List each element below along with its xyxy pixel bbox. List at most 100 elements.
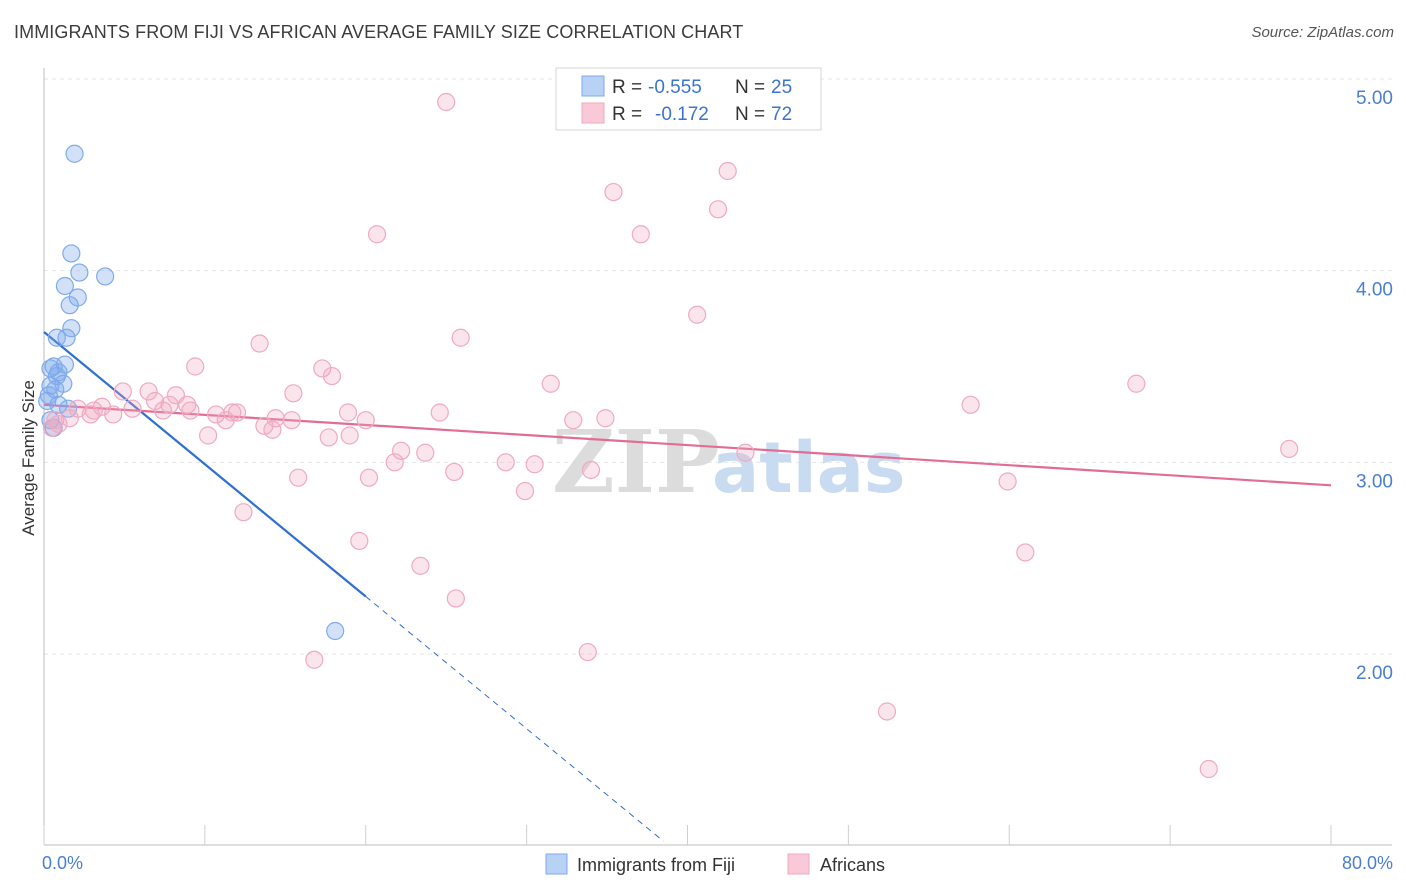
point-africans-63	[350, 531, 369, 551]
y-tick-label-3: 5.00	[1356, 88, 1393, 109]
point-africans-12	[541, 374, 560, 393]
bottom-legend-label-africans: Africans	[820, 855, 885, 875]
trend-line-africans	[43, 403, 1332, 487]
point-fiji-10	[44, 357, 63, 376]
legend-swatch-africans	[581, 102, 605, 124]
point-africans-62	[234, 503, 253, 522]
point-africans-55	[581, 460, 601, 480]
point-fiji-6	[60, 296, 79, 315]
point-fiji-23	[326, 621, 345, 641]
trend-line-fiji-extension	[365, 596, 664, 842]
point-africans-1	[604, 182, 623, 202]
point-africans-68	[305, 650, 324, 669]
correlation-legend: R = -0.555 N = 25 R = -0.172 N = 72	[555, 67, 822, 131]
legend-r-label-africans: R =	[612, 104, 642, 125]
point-africans-56	[289, 468, 308, 487]
legend-n-label-fiji: N =	[735, 77, 765, 98]
point-africans-44	[319, 428, 338, 447]
point-fiji-4	[55, 276, 75, 296]
point-africans-8	[451, 328, 470, 347]
point-africans-42	[263, 420, 282, 439]
point-africans-38	[356, 411, 375, 430]
point-africans-24	[153, 401, 173, 420]
point-africans-67	[578, 642, 597, 662]
point-africans-52	[496, 453, 515, 472]
point-africans-50	[416, 443, 435, 462]
point-africans-14	[113, 382, 132, 401]
point-africans-25	[181, 401, 200, 420]
point-africans-71	[84, 401, 103, 420]
legend-n-value-fiji: 25	[771, 77, 792, 98]
chart-title: IMMIGRANTS FROM FIJI VS AFRICAN AVERAGE …	[14, 22, 744, 42]
bottom-legend-swatch-africans	[787, 853, 810, 875]
y-tick-label-1: 3.00	[1356, 471, 1393, 492]
point-africans-65	[1016, 543, 1035, 562]
point-africans-0	[437, 92, 456, 112]
x-tick-label-1: 80.0%	[1342, 853, 1393, 873]
point-africans-49	[392, 441, 411, 460]
source-credit: Source: ZipAtlas.com	[1251, 24, 1394, 41]
point-africans-58	[736, 443, 755, 462]
point-africans-48	[49, 414, 68, 434]
watermark-atlas: atlas	[712, 427, 906, 509]
grid-lines	[44, 78, 1392, 655]
legend-r-value-africans: -0.172	[655, 104, 709, 125]
y-tick-label-0: 2.00	[1356, 663, 1393, 684]
watermark-zip: ZIP	[552, 412, 720, 513]
point-africans-69	[877, 702, 897, 721]
point-africans-29	[338, 403, 358, 422]
point-africans-7	[250, 334, 269, 353]
point-africans-5	[367, 225, 387, 244]
legend-r-value-fiji: -0.555	[648, 77, 702, 98]
bottom-legend-label-fiji: Immigrants from Fiji	[577, 855, 735, 875]
point-africans-4	[631, 225, 650, 244]
legend-swatch-fiji	[581, 75, 605, 97]
point-africans-36	[216, 411, 235, 430]
point-africans-15	[139, 382, 158, 401]
point-africans-61	[515, 481, 535, 501]
point-fiji-7	[62, 319, 81, 338]
point-fiji-0	[65, 144, 84, 163]
point-africans-66	[446, 589, 465, 608]
point-africans-64	[411, 556, 430, 575]
point-africans-45	[340, 426, 359, 445]
y-axis-label: Average Family Size	[19, 380, 38, 536]
y-tick-label-2: 4.00	[1356, 280, 1393, 301]
series-legend: Immigrants from Fiji Africans	[545, 853, 885, 875]
point-africans-23	[178, 395, 197, 414]
point-africans-53	[525, 455, 544, 474]
point-africans-16	[284, 384, 303, 403]
point-africans-6	[688, 305, 707, 324]
bottom-legend-swatch-fiji	[545, 853, 568, 875]
trend-lines	[43, 331, 1332, 842]
point-africans-40	[596, 409, 615, 428]
point-fiji-2	[70, 263, 89, 282]
point-fiji-8	[57, 328, 76, 347]
point-africans-39	[564, 411, 583, 430]
axes	[43, 68, 1392, 846]
legend-n-label-africans: N =	[735, 104, 765, 125]
point-fiji-1	[62, 244, 81, 263]
point-africans-9	[186, 357, 205, 376]
point-africans-2	[718, 161, 737, 181]
tick-labels: 2.00 3.00 4.00 5.00 0.0% 80.0%	[42, 88, 1393, 873]
point-africans-34	[60, 409, 79, 428]
point-africans-51	[385, 453, 404, 472]
point-africans-3	[708, 200, 728, 219]
point-africans-57	[359, 468, 379, 487]
point-africans-33	[104, 405, 123, 424]
point-fiji-9	[47, 328, 66, 347]
trend-line-fiji	[43, 331, 367, 598]
point-africans-59	[998, 472, 1017, 491]
legend-n-value-africans: 72	[771, 104, 792, 125]
point-africans-27	[207, 405, 226, 424]
point-africans-22	[123, 399, 142, 418]
point-fiji-19	[38, 391, 57, 411]
watermark: ZIP atlas	[552, 412, 906, 513]
data-points	[38, 92, 1299, 779]
point-fiji-3	[96, 267, 115, 286]
point-africans-37	[282, 411, 301, 430]
point-africans-54	[445, 462, 464, 482]
point-africans-70	[1199, 759, 1218, 779]
point-africans-11	[322, 366, 342, 386]
